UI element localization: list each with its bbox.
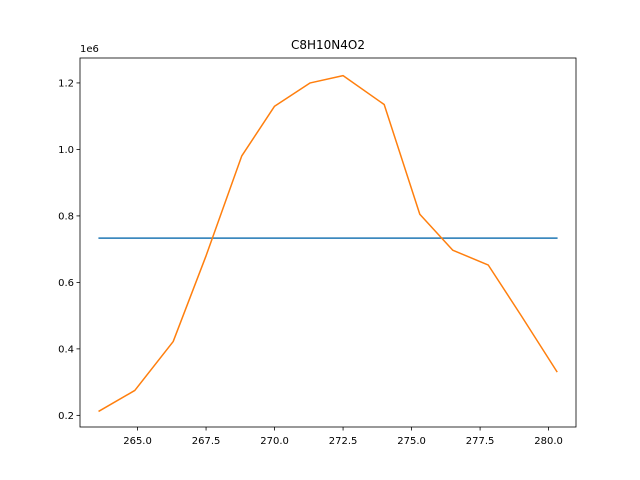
x-tick-label: 280.0 xyxy=(534,436,563,447)
y-tick-label: 0.2 xyxy=(58,411,74,422)
axes-frame xyxy=(79,57,577,428)
x-tick-label: 267.5 xyxy=(192,436,221,447)
y-tick-label: 0.4 xyxy=(58,344,74,355)
axes-layer: 265.0 267.5 270.0 272.5 275.0 277.5 280.0 0.2 0.… xyxy=(58,57,577,447)
x-tick-label: 277.5 xyxy=(466,436,495,447)
x-tick-label: 270.0 xyxy=(260,436,289,447)
y-offset-label: 1e6 xyxy=(80,44,99,55)
y-tick-label: 0.8 xyxy=(58,211,74,222)
chart-title: C8H10N4O2 xyxy=(291,38,365,52)
x-tick-label: 265.0 xyxy=(123,436,152,447)
plot-area xyxy=(80,58,576,427)
series-layer xyxy=(98,74,558,413)
y-tick-label: 1.2 xyxy=(58,78,74,89)
series-line-2 xyxy=(98,74,558,413)
x-tick-label: 275.0 xyxy=(397,436,426,447)
y-tick-label: 0.6 xyxy=(58,278,74,289)
plot-background xyxy=(80,58,576,427)
y-tick-label: 1.0 xyxy=(58,145,74,156)
x-tick-label: 272.5 xyxy=(329,436,358,447)
